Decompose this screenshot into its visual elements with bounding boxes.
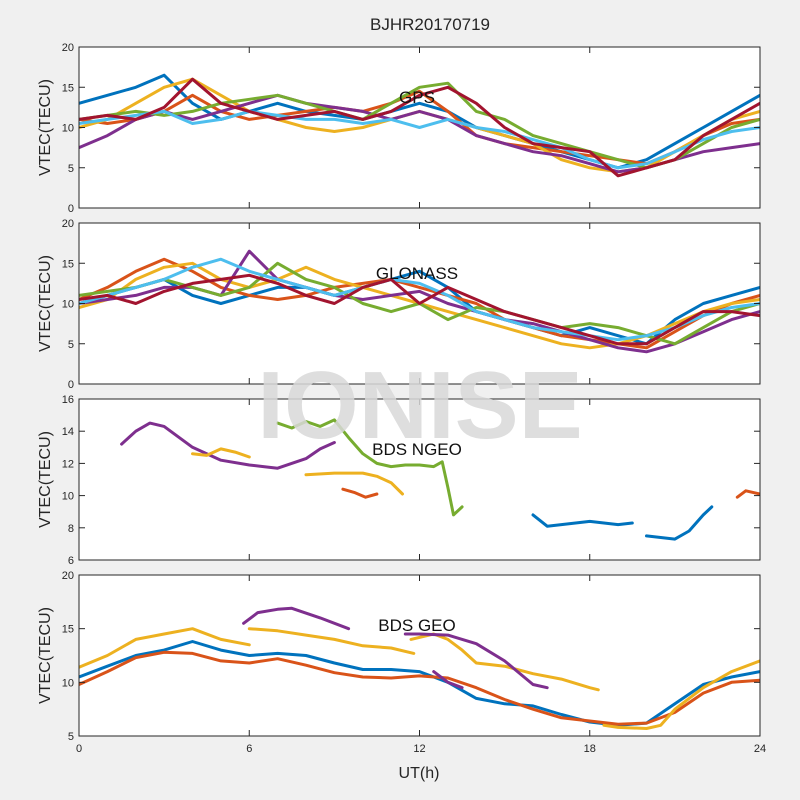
series-line-3 <box>276 418 464 517</box>
y-tick-label: 20 <box>62 42 74 54</box>
y-tick-label: 0 <box>68 203 74 215</box>
y-tick-label: 15 <box>62 258 74 270</box>
series-line-6 <box>79 109 760 170</box>
series-line-6 <box>79 257 760 342</box>
y-tick-label: 20 <box>62 218 74 230</box>
series-line-4 <box>247 627 416 655</box>
series-line-1 <box>120 421 336 470</box>
y-axis-label: VTEC(TECU) <box>37 79 54 176</box>
y-axis-label: VTEC(TECU) <box>37 255 54 352</box>
y-tick-label: 8 <box>68 523 74 535</box>
chart-title: BJHR20170719 <box>370 15 490 34</box>
y-axis-label: VTEC(TECU) <box>37 431 54 528</box>
series-line-6 <box>531 513 634 528</box>
series-group <box>79 606 760 730</box>
x-axis-label: UT(h) <box>399 765 440 782</box>
series-line-8 <box>735 489 760 499</box>
series-line-7 <box>79 77 760 178</box>
panel-label: GPS <box>399 88 435 107</box>
panel-label: GLONASS <box>376 264 458 283</box>
watermark-text: IONISE <box>257 352 582 459</box>
series-line-5 <box>341 487 379 499</box>
plot-area <box>79 399 760 560</box>
y-tick-label: 15 <box>62 82 74 94</box>
y-tick-label: 5 <box>68 163 74 175</box>
y-tick-label: 10 <box>62 491 74 503</box>
panel-1: 0 5 10 15 20 VTEC(TECU) GPS <box>37 42 761 215</box>
x-tick-label: 6 <box>246 743 252 755</box>
series-line-6 <box>602 659 760 730</box>
panel-label: BDS GEO <box>378 616 455 635</box>
series-line-4 <box>304 471 404 496</box>
y-tick-label: 12 <box>62 458 74 470</box>
series-line-2 <box>79 257 760 350</box>
y-tick-label: 5 <box>68 731 74 743</box>
series-group <box>79 73 760 178</box>
series-line-5 <box>409 632 600 692</box>
y-tick-label: 16 <box>62 394 74 406</box>
plot-area <box>79 575 760 736</box>
series-line-9 <box>432 670 464 690</box>
y-axis-label: VTEC(TECU) <box>37 607 54 704</box>
x-tick-label: 0 <box>76 743 82 755</box>
panel-3: 6 8 10 12 14 16 VTEC(TECU) BDS NGEO <box>37 394 761 567</box>
y-tick-label: 14 <box>62 426 74 438</box>
x-tick-label: 18 <box>584 743 596 755</box>
series-line-3 <box>79 627 251 669</box>
series-line-1 <box>79 73 760 170</box>
series-line-2 <box>191 447 251 459</box>
series-group <box>120 418 760 541</box>
y-tick-label: 6 <box>68 555 74 567</box>
series-line-8 <box>403 632 549 690</box>
y-tick-label: 10 <box>62 677 74 689</box>
y-tick-label: 10 <box>62 123 74 135</box>
y-tick-label: 5 <box>68 339 74 351</box>
series-line-2 <box>79 650 760 726</box>
y-tick-label: 15 <box>62 624 74 636</box>
y-tick-label: 10 <box>62 299 74 311</box>
series-line-7 <box>645 505 714 541</box>
panel-label: BDS NGEO <box>372 440 462 459</box>
x-tick-label: 12 <box>413 743 425 755</box>
y-tick-label: 0 <box>68 379 74 391</box>
series-line-7 <box>79 273 760 346</box>
x-tick-label: 24 <box>754 743 766 755</box>
series-line-7 <box>242 606 351 631</box>
y-tick-label: 20 <box>62 570 74 582</box>
panel-2: 0 5 10 15 20 VTEC(TECU) GLONASS <box>37 218 761 391</box>
panel-4: 0 6 12 18 24 5 10 15 20 VTEC(TECU) BDS GEO <box>37 570 766 755</box>
series-group <box>79 249 760 354</box>
